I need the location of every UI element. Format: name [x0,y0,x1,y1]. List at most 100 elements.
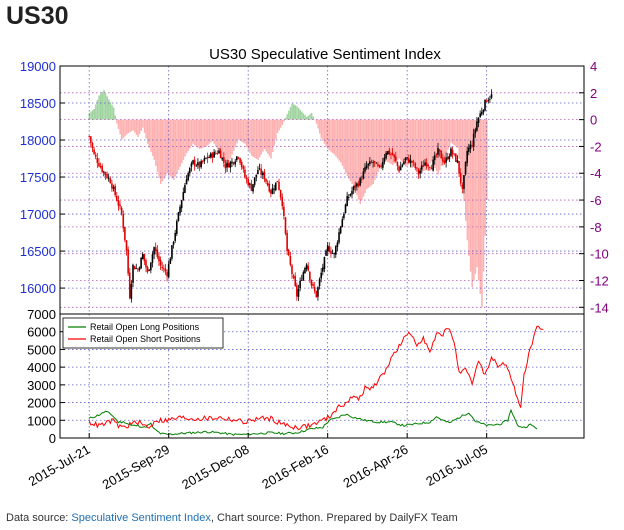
candle-up [188,168,191,174]
candle-down [380,166,383,168]
candle-down [286,232,288,252]
candle-down [417,169,420,175]
ssi-bar-negative [228,119,230,163]
price-tick-label: 17000 [20,207,56,222]
positions-tick-label: 2000 [27,396,56,411]
candle-down [206,156,209,159]
candle-down [453,153,456,155]
candle-up [234,161,237,165]
candle-up [385,152,387,159]
candle-up [369,161,371,164]
ssi-bar-negative [346,119,349,176]
candle-down [124,226,126,241]
ssi-bar-negative [445,119,448,154]
ssi-bar-negative [268,119,271,157]
ssi-tick-label: -10 [590,247,609,262]
candle-up [480,111,483,115]
candle-up [456,160,459,163]
ssi-bar-negative [370,119,373,186]
candle-up [372,162,374,164]
ssi-bar-negative [280,119,282,128]
candle-down [156,249,159,257]
candle-down [443,160,446,164]
ssi-bar-negative [130,119,133,132]
ssi-bar-negative [317,119,319,129]
candle-up [300,280,303,281]
ssi-bar-negative [477,119,480,281]
ssi-bar-negative [404,119,407,167]
ssi-bar-negative [333,119,336,155]
ssi-bar-negative [250,119,253,156]
candle-up [482,109,485,113]
candle-up [420,165,423,170]
ssi-bar-negative [369,119,371,187]
ssi-bar-negative [205,119,207,147]
candle-up [299,280,301,289]
ssi-bar-negative [192,119,194,144]
candle-up [208,157,211,158]
ssi-bar-negative [416,119,418,171]
ssi-bar-positive [90,111,92,120]
candle-up [231,161,233,164]
candle-down [330,250,332,254]
ssi-bar-negative [422,119,425,172]
ssi-bar-negative [413,119,415,166]
ssi-bar-negative [351,119,353,184]
ssi-bar-positive [112,107,115,120]
candle-up [476,121,478,131]
candle-up [333,253,335,255]
positions-tick-label: 4000 [27,360,56,375]
candle-up [318,279,321,287]
candle-down [395,156,397,162]
ssi-bar-negative [220,119,222,157]
ssi-bar-negative [276,119,279,134]
candle-up [141,253,144,260]
ssi-bar-negative [447,119,449,150]
ssi-tick-label: -12 [590,273,609,288]
candle-down [158,256,160,262]
candle-down [104,171,107,176]
candle-down [391,152,394,155]
ssi-bar-negative [484,119,486,236]
ssi-bar-negative [265,119,267,152]
candle-up [419,170,421,174]
ssi-bar-positive [301,111,303,120]
data-source-link[interactable]: Speculative Sentiment Index [71,512,211,524]
ssi-bar-negative [473,119,475,281]
positions-tick-label: 3000 [27,378,56,393]
ssi-bar-negative [453,119,456,146]
ssi-bar-negative [195,119,198,147]
ssi-bar-negative [190,119,193,147]
ssi-bar-negative [471,119,473,288]
candle-down [263,171,266,180]
ssi-bar-negative [372,119,375,184]
candle-down [99,166,102,168]
ssi-bar-negative [245,119,248,147]
candle-down [166,271,168,277]
ssi-bar-negative [417,119,420,174]
candle-down [146,267,149,272]
ssi-bar-negative [275,119,277,140]
ssi-bar-negative [338,119,340,161]
ssi-bar-negative [244,119,246,144]
ssi-bar-negative [166,119,168,174]
ssi-bar-negative [435,119,438,172]
candle-down [111,183,113,189]
candle-up [468,147,470,152]
ssi-bar-negative [239,119,241,141]
candle-up [261,172,264,175]
ssi-bar-positive [297,108,300,120]
ssi-bar-negative [374,119,376,180]
ssi-bar-negative [249,119,251,153]
candle-up [135,268,138,269]
positions-tick-label: 0 [49,431,56,446]
candle-down [289,255,292,265]
candle-up [140,257,142,269]
ssi-bar-negative [451,119,454,144]
ssi-tick-label: -14 [590,300,609,315]
candle-down [393,154,395,158]
candle-down [373,161,376,163]
candle-up [138,267,141,271]
ssi-bar-negative [375,119,378,176]
price-sentiment-panel: 16000 16500 17000 17500 18000 18500 19000 -14 -1… [20,59,609,315]
